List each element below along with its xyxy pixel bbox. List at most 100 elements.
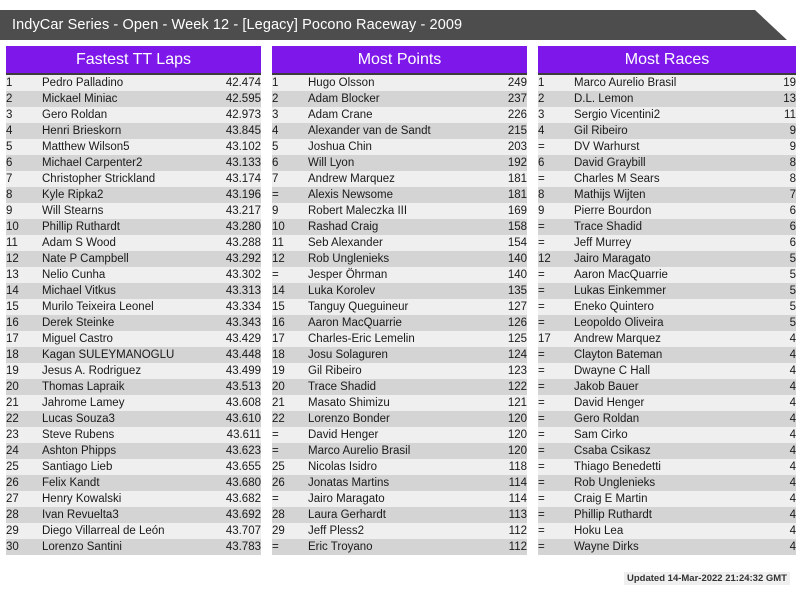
table-row[interactable]: 14 Luka Korolev 135 [272, 283, 527, 299]
table-row[interactable]: = Eric Troyano 112 [272, 539, 527, 555]
table-row[interactable]: 22 Lucas Souza3 43.610 [6, 411, 261, 427]
table-row[interactable]: 8 Mathijs Wijten 7 [538, 187, 796, 203]
table-row[interactable]: 20 Thomas Lapraik 43.513 [6, 379, 261, 395]
table-row[interactable]: 8 Kyle Ripka2 43.196 [6, 187, 261, 203]
table-row[interactable]: 9 Pierre Bourdon 6 [538, 203, 796, 219]
table-row[interactable]: 12 Jairo Maragato 5 [538, 251, 796, 267]
table-row[interactable]: = Trace Shadid 6 [538, 219, 796, 235]
row-driver-name: Aaron MacQuarrie [574, 269, 668, 281]
table-row[interactable]: = Jairo Maragato 114 [272, 491, 527, 507]
table-row[interactable]: 22 Lorenzo Bonder 120 [272, 411, 527, 427]
table-row[interactable]: 1 Marco Aurelio Brasil 19 [538, 75, 796, 91]
table-row[interactable]: 7 Andrew Marquez 181 [272, 171, 527, 187]
table-row[interactable]: = Sam Cirko 4 [538, 427, 796, 443]
table-row[interactable]: 21 Jahrome Lamey 43.608 [6, 395, 261, 411]
table-row[interactable]: 26 Felix Kandt 43.680 [6, 475, 261, 491]
row-driver-name: Derek Steinke [42, 317, 115, 329]
table-row[interactable]: 5 Matthew Wilson5 43.102 [6, 139, 261, 155]
row-driver-name: Seb Alexander [308, 237, 383, 249]
table-row[interactable]: 1 Hugo Olsson 249 [272, 75, 527, 91]
table-row[interactable]: 17 Andrew Marquez 4 [538, 331, 796, 347]
table-row[interactable]: 15 Murilo Teixeira Leonel 43.334 [6, 299, 261, 315]
table-row[interactable]: 9 Will Stearns 43.217 [6, 203, 261, 219]
table-row[interactable]: = Jesper Öhrman 140 [272, 267, 527, 283]
table-row[interactable]: = Gero Roldan 4 [538, 411, 796, 427]
table-row[interactable]: 2 Mickael Miniac 42.595 [6, 91, 261, 107]
table-row[interactable]: = David Henger 4 [538, 395, 796, 411]
table-row[interactable]: 5 Joshua Chin 203 [272, 139, 527, 155]
table-row[interactable]: 7 Christopher Strickland 43.174 [6, 171, 261, 187]
table-row[interactable]: = Dwayne C Hall 4 [538, 363, 796, 379]
table-row[interactable]: 6 David Graybill 8 [538, 155, 796, 171]
table-row[interactable]: 4 Henri Brieskorn 43.845 [6, 123, 261, 139]
table-row[interactable]: 2 Adam Blocker 237 [272, 91, 527, 107]
table-row[interactable]: 19 Jesus A. Rodriguez 43.499 [6, 363, 261, 379]
table-row[interactable]: 3 Sergio Vicentini2 11 [538, 107, 796, 123]
table-row[interactable]: = Hoku Lea 4 [538, 523, 796, 539]
table-row[interactable]: 14 Michael Vitkus 43.313 [6, 283, 261, 299]
table-row[interactable]: = Wayne Dirks 4 [538, 539, 796, 555]
table-row[interactable]: = Phillip Ruthardt 4 [538, 507, 796, 523]
table-row[interactable]: = Lukas Einkemmer 5 [538, 283, 796, 299]
table-row[interactable]: 6 Will Lyon 192 [272, 155, 527, 171]
table-row[interactable]: = Thiago Benedetti 4 [538, 459, 796, 475]
table-row[interactable]: 11 Seb Alexander 154 [272, 235, 527, 251]
table-row[interactable]: 29 Diego Villarreal de León 43.707 [6, 523, 261, 539]
table-row[interactable]: 16 Aaron MacQuarrie 126 [272, 315, 527, 331]
table-row[interactable]: = Jeff Murrey 6 [538, 235, 796, 251]
table-row[interactable]: = Charles M Sears 8 [538, 171, 796, 187]
table-row[interactable]: 2 D.L. Lemon 13 [538, 91, 796, 107]
table-row[interactable]: = Clayton Bateman 4 [538, 347, 796, 363]
table-row[interactable]: 6 Michael Carpenter2 43.133 [6, 155, 261, 171]
row-value: 43.610 [225, 413, 261, 425]
table-row[interactable]: 12 Rob Unglenieks 140 [272, 251, 527, 267]
table-row[interactable]: 18 Josu Solaguren 124 [272, 347, 527, 363]
table-row[interactable]: = David Henger 120 [272, 427, 527, 443]
table-row[interactable]: 25 Nicolas Isidro 118 [272, 459, 527, 475]
row-driver-name: Masato Shimizu [308, 397, 390, 409]
panel-title-most-races: Most Races [538, 46, 796, 75]
table-row[interactable]: = Aaron MacQuarrie 5 [538, 267, 796, 283]
table-row[interactable]: 18 Kagan SULEYMANOGLU 43.448 [6, 347, 261, 363]
table-row[interactable]: 12 Nate P Campbell 43.292 [6, 251, 261, 267]
table-row[interactable]: 20 Trace Shadid 122 [272, 379, 527, 395]
table-row[interactable]: = Csaba Csikasz 4 [538, 443, 796, 459]
table-row[interactable]: 3 Gero Roldan 42.973 [6, 107, 261, 123]
table-row[interactable]: 3 Adam Crane 226 [272, 107, 527, 123]
table-row[interactable]: 25 Santiago Lieb 43.655 [6, 459, 261, 475]
row-position: 25 [6, 461, 19, 473]
table-row[interactable]: 16 Derek Steinke 43.343 [6, 315, 261, 331]
table-row[interactable]: 9 Robert Maleczka III 169 [272, 203, 527, 219]
table-row[interactable]: = DV Warhurst 9 [538, 139, 796, 155]
table-row[interactable]: = Alexis Newsome 181 [272, 187, 527, 203]
table-row[interactable]: 4 Gil Ribeiro 9 [538, 123, 796, 139]
table-row[interactable]: 21 Masato Shimizu 121 [272, 395, 527, 411]
table-row[interactable]: 27 Henry Kowalski 43.682 [6, 491, 261, 507]
table-row[interactable]: 10 Phillip Ruthardt 43.280 [6, 219, 261, 235]
table-row[interactable]: 23 Steve Rubens 43.611 [6, 427, 261, 443]
table-row[interactable]: 11 Adam S Wood 43.288 [6, 235, 261, 251]
table-row[interactable]: 17 Miguel Castro 43.429 [6, 331, 261, 347]
table-row[interactable]: 13 Nelio Cunha 43.302 [6, 267, 261, 283]
table-row[interactable]: 10 Rashad Craig 158 [272, 219, 527, 235]
table-row[interactable]: 4 Alexander van de Sandt 215 [272, 123, 527, 139]
row-position: 17 [272, 333, 285, 345]
table-row[interactable]: = Jakob Bauer 4 [538, 379, 796, 395]
table-row[interactable]: = Craig E Martin 4 [538, 491, 796, 507]
table-row[interactable]: 30 Lorenzo Santini 43.783 [6, 539, 261, 555]
table-row[interactable]: 24 Ashton Phipps 43.623 [6, 443, 261, 459]
table-row[interactable]: = Eneko Quintero 5 [538, 299, 796, 315]
row-value: 4 [789, 509, 796, 521]
table-row[interactable]: 19 Gil Ribeiro 123 [272, 363, 527, 379]
table-row[interactable]: 28 Laura Gerhardt 113 [272, 507, 527, 523]
table-row[interactable]: 29 Jeff Pless2 112 [272, 523, 527, 539]
table-row[interactable]: = Leopoldo Oliveira 5 [538, 315, 796, 331]
table-row[interactable]: 26 Jonatas Martins 114 [272, 475, 527, 491]
table-row[interactable]: = Marco Aurelio Brasil 120 [272, 443, 527, 459]
table-row[interactable]: 1 Pedro Palladino 42.474 [6, 75, 261, 91]
table-row[interactable]: 28 Ivan Revuelta3 43.692 [6, 507, 261, 523]
table-row[interactable]: 17 Charles-Eric Lemelin 125 [272, 331, 527, 347]
row-value: 4 [789, 349, 796, 361]
table-row[interactable]: = Rob Unglenieks 4 [538, 475, 796, 491]
table-row[interactable]: 15 Tanguy Queguineur 127 [272, 299, 527, 315]
